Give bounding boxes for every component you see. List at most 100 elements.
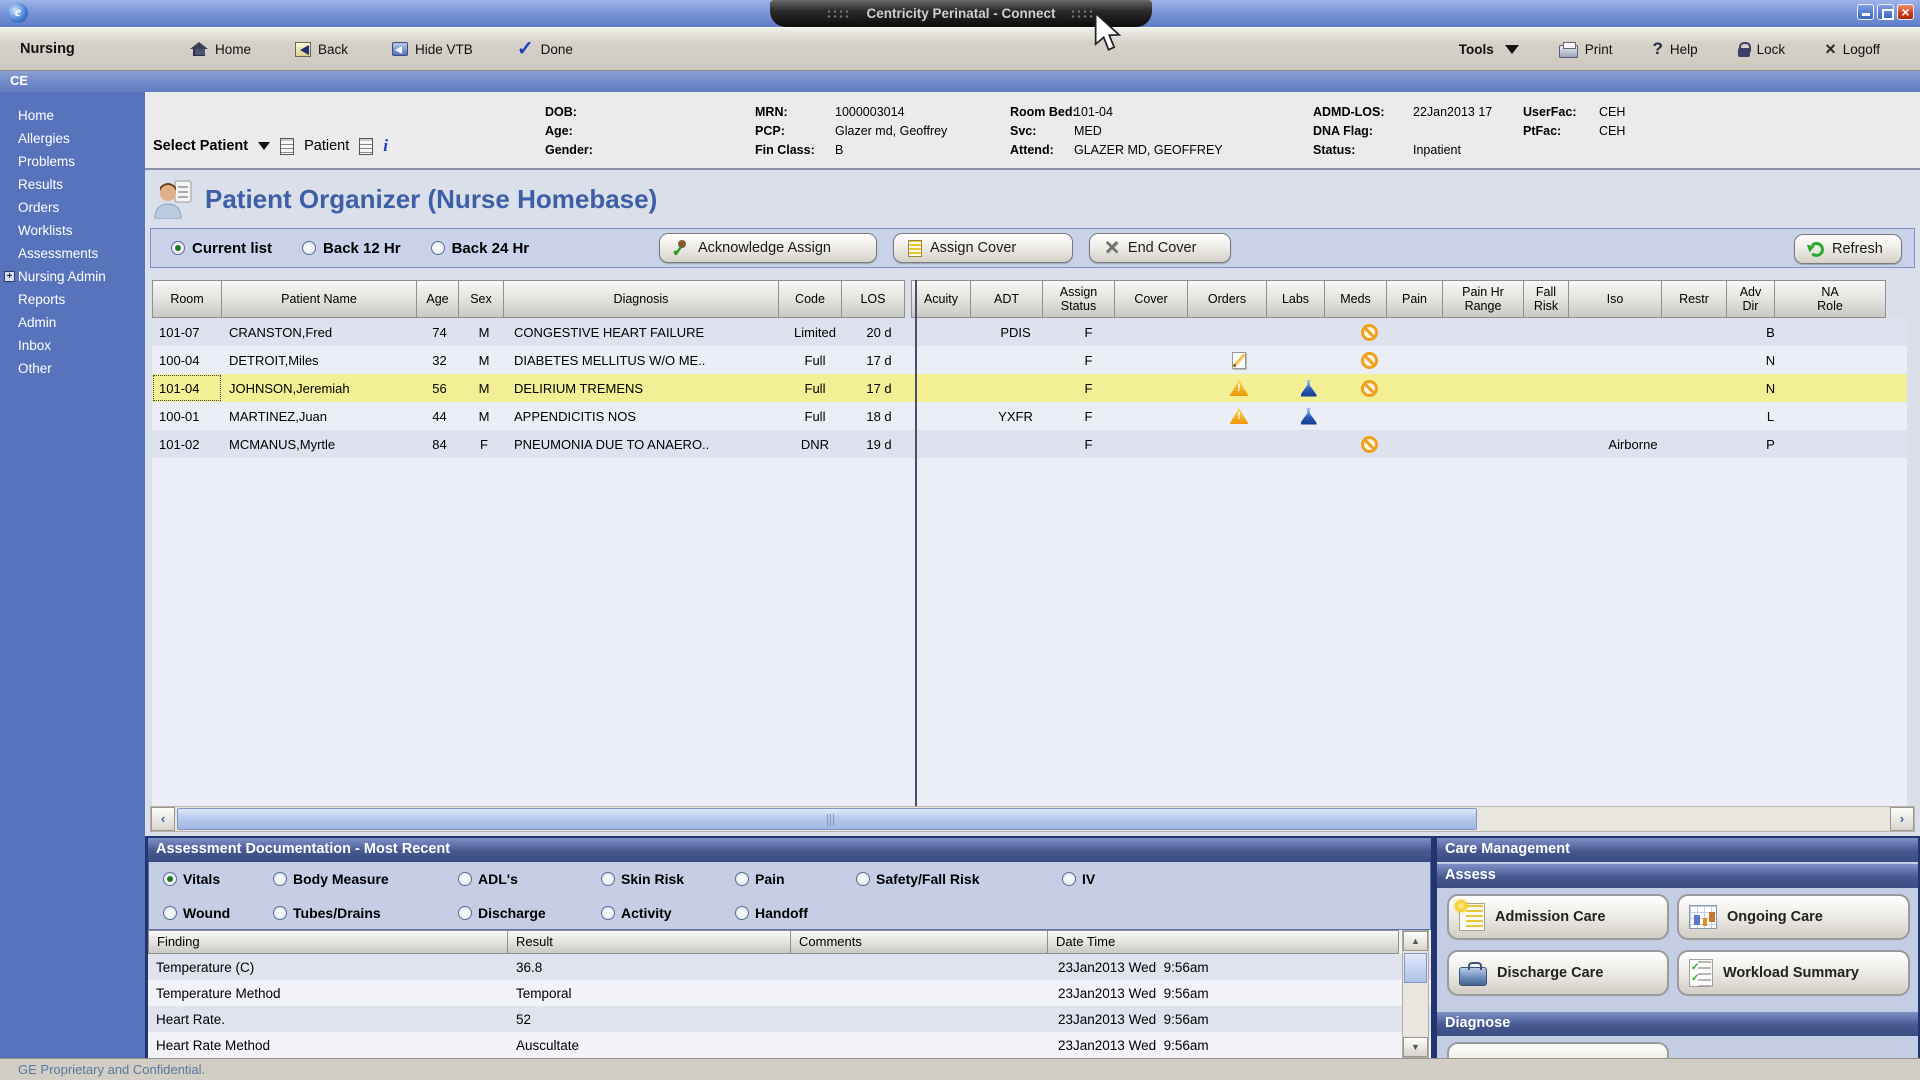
minimize-icon[interactable] (1857, 4, 1874, 20)
radio-icon[interactable] (458, 905, 472, 920)
select-patient-caret-icon[interactable] (258, 142, 271, 150)
assessment-option-skin-risk[interactable]: Skin Risk (601, 869, 735, 889)
column-header-acuity[interactable]: Acuity (911, 280, 971, 318)
home-button[interactable]: Home (190, 42, 251, 57)
column-header-adv_dir[interactable]: Adv Dir (1726, 280, 1775, 318)
findings-column-comments[interactable]: Comments (790, 930, 1048, 954)
radio-icon[interactable] (458, 872, 472, 886)
column-header-orders[interactable]: Orders (1187, 280, 1267, 318)
sidebar-item-reports[interactable]: Reports (0, 288, 145, 311)
assessment-option-iv[interactable]: IV (1062, 869, 1430, 889)
expand-plus-icon[interactable]: + (4, 271, 15, 282)
finding-row[interactable]: Temperature (C) 36.8 23Jan2013 Wed 9:56am (148, 954, 1431, 980)
discharge-care-button[interactable]: Discharge Care (1447, 950, 1669, 996)
sidebar-item-allergies[interactable]: Allergies (0, 127, 145, 150)
radio-icon[interactable] (430, 241, 445, 255)
horizontal-scrollbar[interactable]: ‹ › (150, 806, 1915, 832)
assessment-option-safety-fall-risk[interactable]: Safety/Fall Risk (856, 869, 1062, 889)
admission-care-button[interactable]: Admission Care (1447, 894, 1669, 940)
sidebar-item-other[interactable]: Other (0, 357, 145, 380)
patient-row[interactable]: 101-07 CRANSTON,Fred 74 M CONGESTIVE HEART F… (152, 318, 1907, 346)
column-header-restr[interactable]: Restr (1661, 280, 1727, 318)
horizontal-scroll-thumb[interactable] (177, 808, 1477, 830)
sidebar-item-home[interactable]: Home (0, 104, 145, 127)
window-title-tab[interactable]: Centricity Perinatal - Connect (770, 0, 1152, 27)
select-patient-button[interactable]: Select Patient (153, 138, 249, 154)
sidebar-item-nursing-admin[interactable]: + Nursing Admin (0, 265, 145, 288)
radio-icon[interactable] (735, 905, 749, 920)
column-header-iso[interactable]: Iso (1568, 280, 1662, 318)
column-header-fall_risk[interactable]: Fall Risk (1523, 280, 1569, 318)
acknowledge-assign-button[interactable]: Acknowledge Assign (659, 233, 877, 263)
column-header-assign_status[interactable]: Assign Status (1042, 280, 1115, 318)
ongoing-care-button[interactable]: Ongoing Care (1677, 894, 1910, 940)
patient-row[interactable]: 100-01 MARTINEZ,Juan 44 M APPENDICITIS NOS Fu… (152, 402, 1907, 430)
logoff-button[interactable]: × Logoff (1825, 40, 1880, 58)
radio-selected-icon[interactable] (163, 872, 177, 886)
assessment-option-wound[interactable]: Wound (163, 903, 273, 923)
patient-row[interactable]: 100-04 DETROIT,Miles 32 M DIABETES MELLITUS … (152, 346, 1907, 374)
column-header-na_role[interactable]: NA Role (1774, 280, 1886, 318)
column-header-pain_hr_range[interactable]: Pain Hr Range (1442, 280, 1524, 318)
finding-row[interactable]: Heart Rate. 52 23Jan2013 Wed 9:56am (148, 1006, 1431, 1032)
workload-summary-button[interactable]: Workload Summary (1677, 950, 1910, 996)
assessment-option-pain[interactable]: Pain (735, 869, 856, 889)
radio-icon[interactable] (601, 905, 615, 920)
vertical-scroll-thumb[interactable] (1404, 953, 1427, 983)
column-header-age[interactable]: Age (416, 280, 459, 318)
radio-icon[interactable] (1062, 872, 1076, 886)
column-header-cover[interactable]: Cover (1114, 280, 1188, 318)
assessment-option-adl-s[interactable]: ADL's (458, 869, 601, 889)
column-header-pain[interactable]: Pain (1386, 280, 1443, 318)
column-header-room[interactable]: Room (152, 280, 222, 318)
help-button[interactable]: ? Help (1653, 39, 1698, 59)
view-option-back-24-hr[interactable]: Back 24 Hr (430, 240, 529, 257)
finding-row[interactable]: Heart Rate Method Auscultate 23Jan2013 Wed… (148, 1032, 1431, 1058)
done-button[interactable]: ✓ Done (517, 39, 573, 59)
sidebar-item-results[interactable]: Results (0, 173, 145, 196)
column-header-diagnosis[interactable]: Diagnosis (503, 280, 779, 318)
partial-button[interactable] (1447, 1042, 1669, 1058)
scroll-right-icon[interactable]: › (1890, 807, 1914, 831)
column-header-los[interactable]: LOS (841, 280, 905, 318)
back-button[interactable]: Back (295, 41, 348, 57)
assessment-option-activity[interactable]: Activity (601, 903, 735, 923)
sidebar-item-problems[interactable]: Problems (0, 150, 145, 173)
patient-row[interactable]: 101-04 JOHNSON,Jeremiah 56 M DELIRIUM TREMEN… (152, 374, 1907, 402)
end-cover-button[interactable]: ✕ End Cover (1089, 233, 1231, 263)
findings-column-result[interactable]: Result (507, 930, 791, 954)
radio-icon[interactable] (163, 905, 177, 920)
findings-column-finding[interactable]: Finding (148, 930, 508, 954)
assessment-option-tubes-drains[interactable]: Tubes/Drains (273, 903, 458, 923)
close-icon[interactable] (1897, 4, 1914, 20)
radio-icon[interactable] (601, 872, 615, 886)
assessment-option-handoff[interactable]: Handoff (735, 903, 856, 923)
print-button[interactable]: Print (1558, 41, 1613, 58)
radio-icon[interactable] (735, 872, 749, 886)
radio-icon[interactable] (273, 872, 287, 886)
refresh-button[interactable]: Refresh (1794, 234, 1902, 264)
patient-button[interactable]: Patient (304, 138, 350, 154)
scroll-up-icon[interactable]: ▲ (1403, 931, 1428, 951)
patient-form-icon[interactable] (359, 137, 374, 155)
column-header-sex[interactable]: Sex (458, 280, 504, 318)
lock-button[interactable]: Lock (1737, 41, 1785, 57)
finding-row[interactable]: Temperature Method Temporal 23Jan2013 Wed … (148, 980, 1431, 1006)
assign-cover-button[interactable]: Assign Cover (893, 233, 1073, 263)
scroll-left-icon[interactable]: ‹ (151, 807, 175, 831)
column-header-code[interactable]: Code (778, 280, 842, 318)
radio-selected-icon[interactable] (171, 241, 185, 255)
maximize-icon[interactable] (1877, 4, 1894, 20)
assessment-option-discharge[interactable]: Discharge (458, 903, 601, 923)
radio-icon[interactable] (302, 241, 317, 255)
tools-menu-button[interactable]: Tools (1459, 42, 1519, 57)
patient-row[interactable]: 101-02 MCMANUS,Myrtle 84 F PNEUMONIA DUE TO … (152, 430, 1907, 458)
sidebar-item-worklists[interactable]: Worklists (0, 219, 145, 242)
column-header-meds[interactable]: Meds (1324, 280, 1387, 318)
scroll-down-icon[interactable]: ▼ (1403, 1037, 1428, 1057)
radio-icon[interactable] (856, 872, 870, 886)
assessment-option-body-measure[interactable]: Body Measure (273, 869, 458, 889)
view-option-back-12-hr[interactable]: Back 12 Hr (302, 240, 401, 257)
view-option-current-list[interactable]: Current list (171, 240, 272, 257)
radio-icon[interactable] (273, 905, 287, 920)
